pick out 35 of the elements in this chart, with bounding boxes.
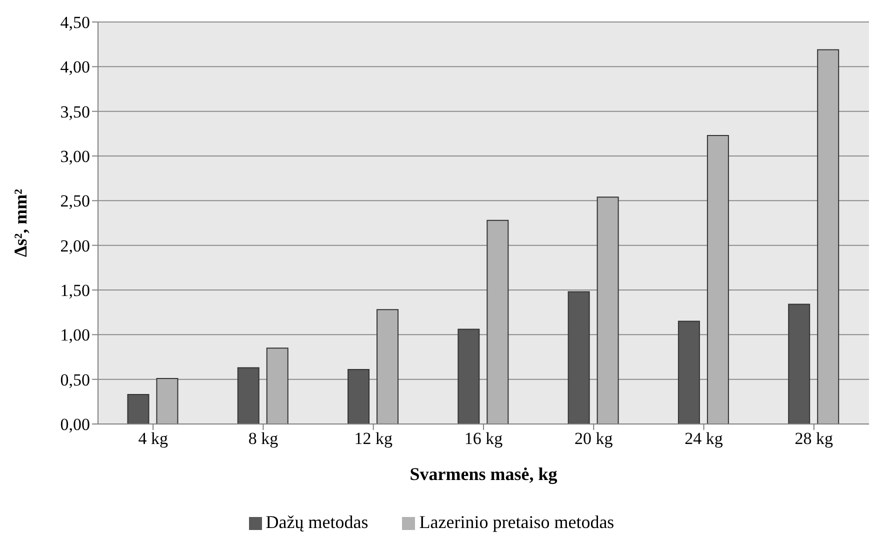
x-tick-label: 20 kg (574, 429, 614, 448)
y-tick-label: 3,00 (60, 147, 90, 166)
bar (596, 196, 619, 424)
legend-label: Lazerinio pretaiso metodas (419, 512, 614, 532)
bar (788, 304, 810, 424)
x-tick-label: 4 kg (138, 429, 168, 448)
bar (127, 394, 150, 424)
bar (266, 348, 288, 424)
y-tick-label: 0,00 (60, 415, 90, 434)
x-tick-label: 16 kg (464, 429, 504, 448)
y-axis-title: Δs², mm² (10, 188, 30, 258)
y-tick-label: 0,50 (60, 370, 90, 390)
y-tick-label: 1,50 (60, 281, 90, 300)
bar (486, 220, 509, 424)
y-tick-label: 4,00 (60, 58, 90, 77)
y-tick-label: 3,50 (60, 102, 90, 122)
y-tick-label: 2,50 (60, 192, 90, 211)
bar (817, 49, 840, 424)
x-tick-label: 28 kg (794, 429, 834, 448)
bar (237, 367, 260, 424)
x-tick-label: 8 kg (248, 429, 279, 448)
bar (568, 291, 590, 424)
bar (376, 309, 399, 424)
x-tick-label: 12 kg (354, 429, 393, 448)
y-tick-label: 2,00 (60, 236, 90, 256)
bar (458, 328, 480, 424)
y-tick-label: 1,00 (60, 326, 90, 345)
y-tick-label: 4,50 (60, 13, 90, 32)
bar (706, 134, 729, 424)
legend-label: Dažų metodas (266, 512, 368, 532)
bar (678, 320, 700, 424)
bar (156, 378, 178, 424)
x-tick-label: 24 kg (684, 429, 724, 448)
x-axis-title: Svarmens masė, kg (410, 464, 558, 484)
bar (348, 369, 370, 424)
